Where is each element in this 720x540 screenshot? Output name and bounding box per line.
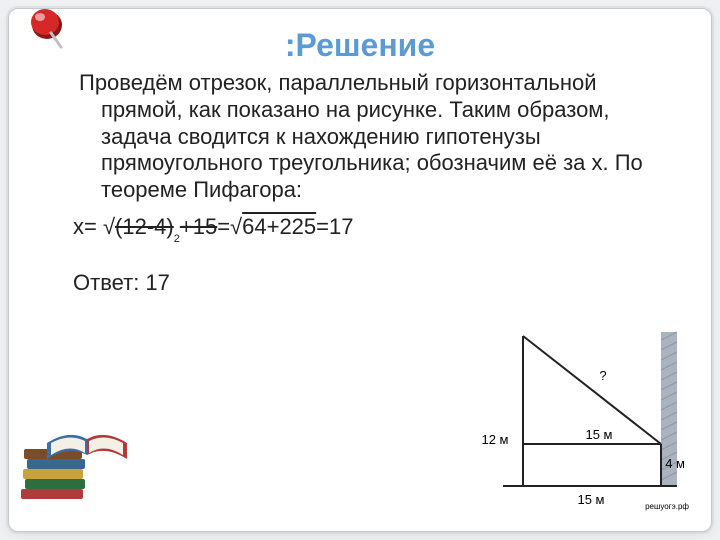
formula-lhs: x= xyxy=(73,214,103,239)
superscript-1: 2 xyxy=(174,233,180,245)
section-title: Решение: xyxy=(9,9,711,64)
paragraph-text: Проведём отрезок, параллельный горизонта… xyxy=(101,70,667,204)
answer-text: Ответ: 17 xyxy=(73,270,667,297)
books-icon xyxy=(13,405,133,525)
svg-text:12 м: 12 м xyxy=(481,432,508,447)
svg-text:4 м: 4 м xyxy=(665,456,685,471)
svg-text:15 м: 15 м xyxy=(585,427,612,442)
equals-2: =17 xyxy=(316,214,353,239)
equals-1: = xyxy=(217,214,230,239)
radicand-2: 64+225 xyxy=(242,214,316,239)
triangle-diagram: ? 12 м 15 м 4 м 15 м решуогэ.рф xyxy=(471,326,691,511)
pushpin-icon xyxy=(21,8,73,55)
radicand-1a: (12-4) xyxy=(115,214,174,239)
radicand-1b: +15 xyxy=(180,214,217,239)
watermark-text: решуогэ.рф xyxy=(645,502,689,511)
formula-line: x= √(12-4)2+15=√64+225=17 xyxy=(73,214,667,244)
content-area: Проведём отрезок, параллельный горизонта… xyxy=(9,64,711,297)
radical-1: √ xyxy=(103,214,115,239)
svg-text:15 м: 15 м xyxy=(577,492,604,507)
slide-frame: Решение: Проведём отрезок, параллельный … xyxy=(8,8,712,532)
radical-2: √ xyxy=(230,214,242,239)
svg-text:?: ? xyxy=(599,368,606,383)
